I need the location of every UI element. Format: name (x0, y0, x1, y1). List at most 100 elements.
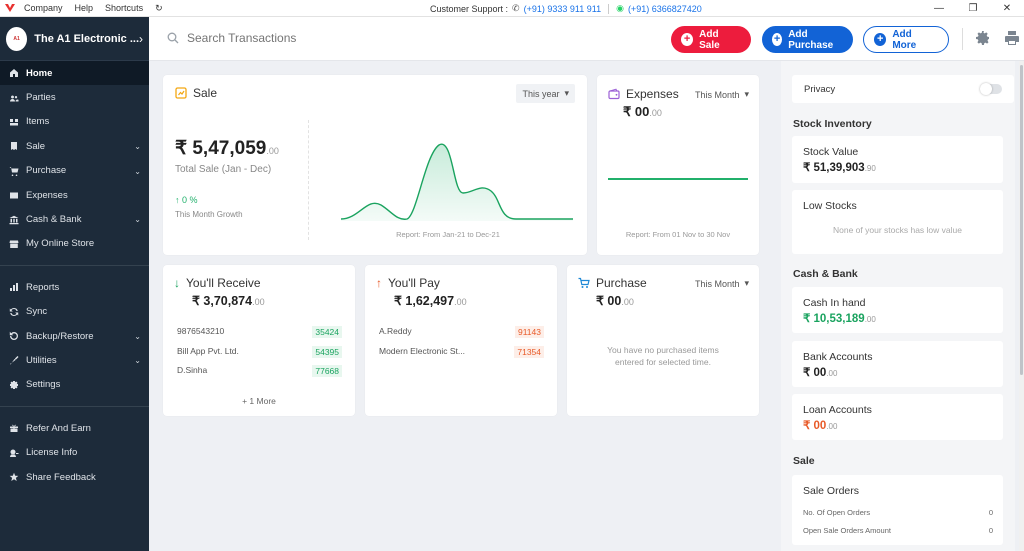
privacy-toggle[interactable] (980, 83, 1002, 95)
sidebar-item-items[interactable]: Items (0, 110, 149, 134)
sidebar-item-sync[interactable]: Sync (0, 300, 149, 324)
add-sale-button[interactable]: + Add Sale (671, 26, 751, 53)
receive-amount-value: ₹ 3,70,874 (192, 294, 253, 308)
low-stocks-card[interactable]: Low Stocks None of your stocks has low v… (792, 190, 1003, 254)
sale-growth: ↑ 0 % (175, 195, 198, 205)
chevron-right-icon: › (139, 31, 143, 46)
menu-company[interactable]: Company (24, 3, 63, 13)
minimize-icon[interactable]: — (934, 3, 944, 14)
sale-period-dropdown[interactable]: This year ▾ (516, 84, 575, 103)
sale-card[interactable]: Sale This year ▾ ₹ 5,47,059.00 Total Sal… (163, 75, 587, 255)
support-divider (608, 3, 610, 14)
sidebar-item-backup-restore[interactable]: Backup/Restore ⌄ (0, 324, 149, 348)
sidebar-item-license-info[interactable]: License Info (0, 440, 149, 464)
purchase-card[interactable]: Purchase This Month ▾ ₹ 00.00 You have n… (567, 265, 759, 416)
sidebar-item-utilities[interactable]: Utilities ⌄ (0, 348, 149, 372)
arrow-up-icon: ↑ (376, 276, 382, 290)
sale-amount-value: ₹ 5,47,059 (175, 138, 267, 159)
expenses-period-dropdown[interactable]: This Month ▾ (695, 89, 749, 100)
support-whatsapp[interactable]: (+91) 6366827420 (627, 3, 702, 14)
sidebar-item-parties[interactable]: Parties (0, 85, 149, 109)
support-phone[interactable]: (+91) 9333 911 911 (523, 3, 602, 14)
sale-orders-card[interactable]: Sale Orders No. Of Open Orders 0 Open Sa… (792, 475, 1003, 545)
settings-gear-icon[interactable] (975, 30, 991, 46)
receive-more-link[interactable]: + 1 More (242, 396, 276, 406)
sidebar-item-my-online-store[interactable]: My Online Store (0, 232, 149, 256)
store-icon (8, 238, 20, 250)
open-amount-value: 0 (988, 526, 993, 535)
add-purchase-button[interactable]: + Add Purchase (762, 26, 853, 53)
list-item[interactable]: 9876543210 35424 (177, 326, 342, 338)
sidebar-item-expenses[interactable]: Expenses (0, 183, 149, 207)
party-name: D.Sinha (177, 365, 208, 375)
home-icon (8, 67, 20, 79)
list-item[interactable]: A.Reddy 91143 (379, 326, 544, 338)
title-bar: Company Help Shortcuts ↻ Customer Suppor… (0, 0, 1024, 17)
search-input[interactable] (187, 31, 367, 45)
sale-growth-value: 0 % (182, 195, 198, 205)
print-icon[interactable] (1004, 30, 1020, 46)
sale-amount-decimal: .00 (266, 146, 279, 156)
list-item[interactable]: Bill App Pvt. Ltd. 54395 (177, 346, 342, 358)
loan-accounts-label: Loan Accounts (803, 404, 872, 416)
search-bar[interactable] (167, 31, 367, 45)
sidebar-item-label: Backup/Restore (26, 330, 94, 342)
stock-value-value: ₹ 51,39,903 (803, 162, 865, 174)
purchase-empty-message: You have no purchased items entered for … (607, 345, 719, 367)
refresh-icon[interactable]: ↻ (155, 2, 163, 13)
stock-value-decimal: .90 (864, 164, 876, 173)
bank-icon (8, 214, 20, 226)
sidebar-item-cash-bank[interactable]: Cash & Bank ⌄ (0, 207, 149, 231)
sale-heading: Sale (793, 455, 815, 467)
party-name: Bill App Pvt. Ltd. (177, 346, 239, 356)
sidebar-item-label: Expenses (26, 189, 68, 201)
sidebar-item-home[interactable]: Home (0, 61, 149, 86)
menu-shortcuts[interactable]: Shortcuts (105, 3, 144, 13)
cash-in-hand-label: Cash In hand (803, 297, 866, 309)
sidebar-item-label: License Info (26, 447, 78, 459)
right-panel-scrollbar[interactable] (1019, 61, 1024, 551)
loan-accounts-card[interactable]: Loan Accounts ₹ 00.00 (792, 394, 1003, 440)
plus-icon: + (772, 33, 783, 46)
pay-title: You'll Pay (388, 276, 440, 290)
bank-accounts-card[interactable]: Bank Accounts ₹ 00.00 (792, 341, 1003, 387)
parties-icon (8, 92, 20, 104)
purchase-amount: ₹ 00.00 (596, 293, 634, 308)
add-more-button[interactable]: + Add More (863, 26, 949, 53)
sidebar-item-share-feedback[interactable]: Share Feedback (0, 465, 149, 489)
toggle-knob (980, 83, 992, 95)
list-item[interactable]: Modern Electronic St... 71354 (379, 346, 544, 358)
expenses-card[interactable]: Expenses This Month ▾ ₹ 00.00 Report: Fr… (597, 75, 759, 255)
list-item[interactable]: D.Sinha 77668 (177, 365, 342, 377)
cash-in-hand-card[interactable]: Cash In hand ₹ 10,53,189.00 (792, 287, 1003, 333)
party-amount: 71354 (514, 346, 544, 358)
party-name: A.Reddy (379, 326, 412, 336)
pay-card[interactable]: ↑ You'll Pay ₹ 1,62,497.00 A.Reddy 91143… (365, 265, 557, 416)
loan-accounts-value: ₹ 00 (803, 420, 827, 432)
scrollbar-thumb[interactable] (1020, 65, 1023, 375)
sidebar-item-settings[interactable]: Settings (0, 373, 149, 397)
sidebar-item-refer-and-earn[interactable]: Refer And Earn (0, 416, 149, 440)
receive-amount: ₹ 3,70,874.00 (192, 293, 265, 308)
sidebar-item-sale[interactable]: Sale ⌄ (0, 134, 149, 158)
sale-period-value: This year (522, 88, 560, 99)
sidebar-item-reports[interactable]: Reports (0, 275, 149, 299)
receive-amount-decimal: .00 (252, 297, 265, 307)
add-sale-label: Add Sale (699, 28, 720, 51)
backup-icon (8, 330, 20, 342)
bank-accounts-decimal: .00 (826, 369, 838, 378)
company-switcher[interactable]: A1 The A1 Electronic ... › (0, 17, 149, 61)
stock-value-card[interactable]: Stock Value ₹ 51,39,903.90 (792, 136, 1003, 183)
sidebar-item-label: Utilities (26, 354, 57, 366)
menu-help[interactable]: Help (74, 3, 94, 13)
close-icon[interactable]: ✕ (1002, 3, 1012, 14)
sidebar: A1 The A1 Electronic ... › Home Parties It… (0, 17, 149, 551)
chevron-down-icon: ⌄ (134, 142, 141, 152)
receive-card[interactable]: ↓ You'll Receive ₹ 3,70,874.00 987654321… (163, 265, 355, 416)
sidebar-item-label: My Online Store (26, 238, 95, 250)
party-amount: 77668 (312, 365, 342, 377)
purchase-period-dropdown[interactable]: This Month ▾ (695, 278, 749, 289)
items-icon (8, 116, 20, 128)
sidebar-item-purchase[interactable]: Purchase ⌄ (0, 159, 149, 183)
restore-icon[interactable]: ❐ (968, 3, 978, 14)
